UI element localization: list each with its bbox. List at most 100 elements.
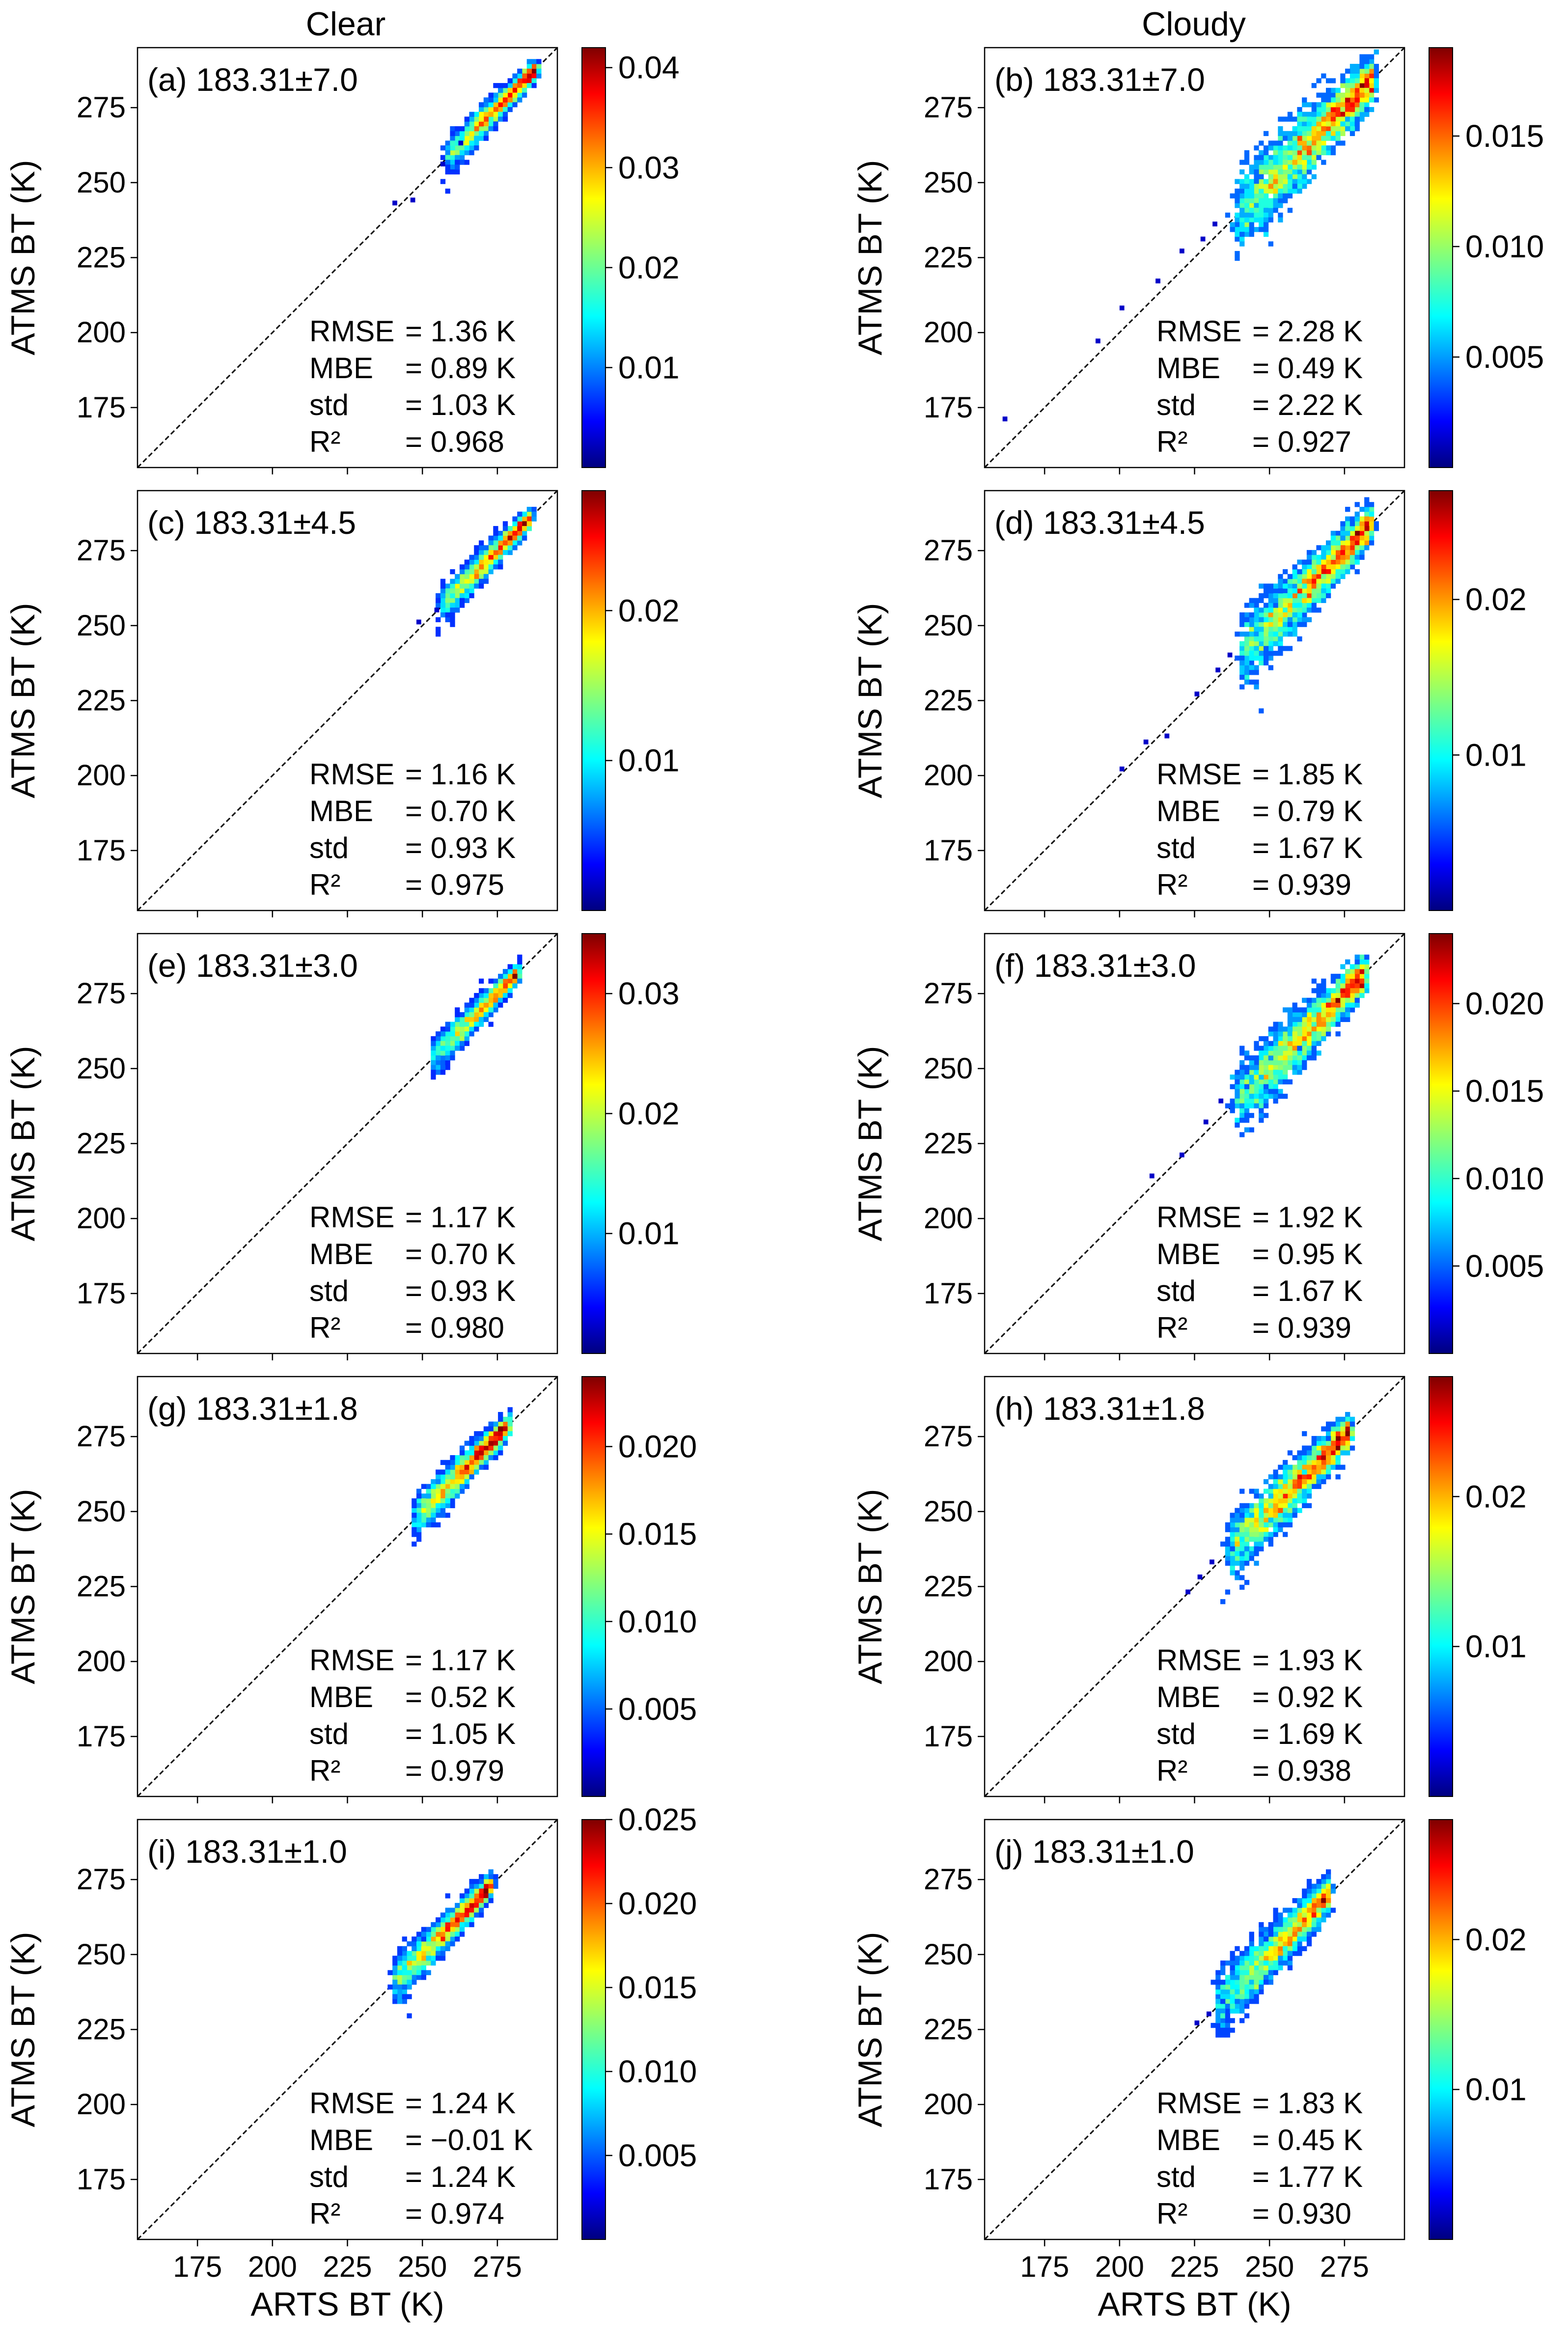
density-cell — [493, 988, 498, 994]
density-cell — [1335, 545, 1341, 551]
density-cell — [1254, 193, 1259, 199]
density-cell — [455, 165, 460, 170]
density-cell — [1306, 574, 1312, 580]
density-cell — [1321, 1912, 1326, 1918]
density-cell — [493, 540, 498, 546]
density-cell — [1244, 1556, 1250, 1561]
density-cell — [1340, 964, 1346, 969]
density-cell — [402, 1960, 407, 1966]
density-cell — [1349, 83, 1355, 88]
density-cell — [1235, 255, 1240, 261]
density-cell — [483, 1464, 489, 1470]
density-cell — [407, 1956, 412, 1961]
density-cell — [1311, 574, 1317, 580]
y-axis-label: ATMS BT (K) — [852, 1932, 889, 2127]
density-cell — [1287, 1060, 1293, 1065]
density-cell — [1302, 1479, 1307, 1485]
density-cell — [1268, 1089, 1274, 1094]
density-cell — [450, 579, 455, 584]
density-cell — [450, 165, 455, 170]
density-cell — [1354, 102, 1360, 108]
density-cell — [1254, 1560, 1259, 1566]
density-cell — [1345, 126, 1350, 132]
density-cell — [450, 1474, 455, 1480]
density-cell — [1278, 1498, 1283, 1504]
y-tick-label: 250 — [77, 166, 126, 199]
density-cell — [1254, 227, 1259, 232]
plot-area — [138, 1377, 557, 1796]
density-cell — [1283, 617, 1288, 622]
density-cell — [469, 1026, 474, 1032]
density-cell — [1239, 1956, 1245, 1961]
outlier-point — [1002, 416, 1008, 421]
density-cell — [1325, 993, 1331, 998]
density-cell — [1302, 131, 1307, 137]
density-cell — [1297, 1036, 1302, 1042]
density-cell — [1268, 169, 1274, 175]
density-cell — [488, 569, 494, 575]
density-cell — [1297, 1941, 1302, 1947]
density-cell — [1287, 1498, 1293, 1504]
density-cell — [1325, 102, 1331, 108]
density-cell — [1306, 579, 1312, 584]
density-cell — [464, 569, 469, 575]
density-cell — [1215, 1999, 1221, 2004]
density-cell — [1297, 1489, 1302, 1494]
density-cell — [1235, 1513, 1240, 1518]
density-cell — [455, 607, 460, 613]
density-cell — [1278, 174, 1283, 179]
density-cell — [1292, 1951, 1297, 1956]
density-cell — [459, 1927, 465, 1932]
density-cell — [1321, 1007, 1326, 1013]
density-cell — [1278, 212, 1283, 218]
density-cell — [498, 550, 503, 555]
density-cell — [1316, 1031, 1321, 1037]
density-cell — [1283, 579, 1288, 584]
density-cell — [512, 540, 518, 546]
density-cell — [459, 145, 465, 151]
density-cell — [493, 1878, 498, 1884]
density-cell — [1330, 1431, 1336, 1436]
colorbar-tick-label: 0.005 — [618, 2138, 697, 2173]
density-cell — [421, 1484, 427, 1489]
density-cell — [1302, 1927, 1307, 1932]
density-cell — [483, 554, 489, 560]
density-cell — [455, 1007, 460, 1013]
density-cell — [1340, 1416, 1346, 1422]
density-cell — [1292, 583, 1297, 589]
density-cell — [1369, 54, 1375, 59]
outlier-point — [458, 140, 464, 146]
density-cell — [445, 189, 450, 194]
density-cell — [1306, 1046, 1312, 1051]
density-cell — [1316, 1922, 1321, 1928]
density-cell — [1254, 1522, 1259, 1528]
density-cell — [1316, 574, 1321, 580]
colorbar-tick-label: 0.02 — [1465, 582, 1527, 617]
density-cell — [1230, 1570, 1235, 1575]
density-cell — [1335, 97, 1341, 103]
panel-label: (f) 183.31±3.0 — [994, 947, 1196, 984]
density-cell — [440, 579, 446, 584]
density-cell — [1297, 131, 1302, 137]
density-cell — [502, 545, 508, 551]
density-cell — [1311, 564, 1317, 570]
density-cell — [1316, 607, 1321, 613]
density-cell — [1311, 603, 1317, 608]
density-cell — [1321, 131, 1326, 137]
density-cell — [1354, 521, 1360, 526]
density-cell — [1268, 1956, 1274, 1961]
density-cell — [1244, 217, 1250, 222]
density-cell — [1354, 107, 1360, 112]
density-cell — [1306, 1888, 1312, 1894]
density-cell — [1354, 78, 1360, 83]
density-cell — [445, 1503, 450, 1508]
density-cell — [474, 140, 479, 146]
density-cell — [459, 569, 465, 575]
density-cell — [1316, 131, 1321, 137]
density-cell — [1239, 1575, 1245, 1580]
density-cell — [522, 87, 527, 93]
density-cell — [498, 997, 503, 1003]
density-cell — [1335, 111, 1341, 117]
density-cell — [1283, 1070, 1288, 1075]
colorbar-tick-label: 0.02 — [618, 593, 680, 628]
